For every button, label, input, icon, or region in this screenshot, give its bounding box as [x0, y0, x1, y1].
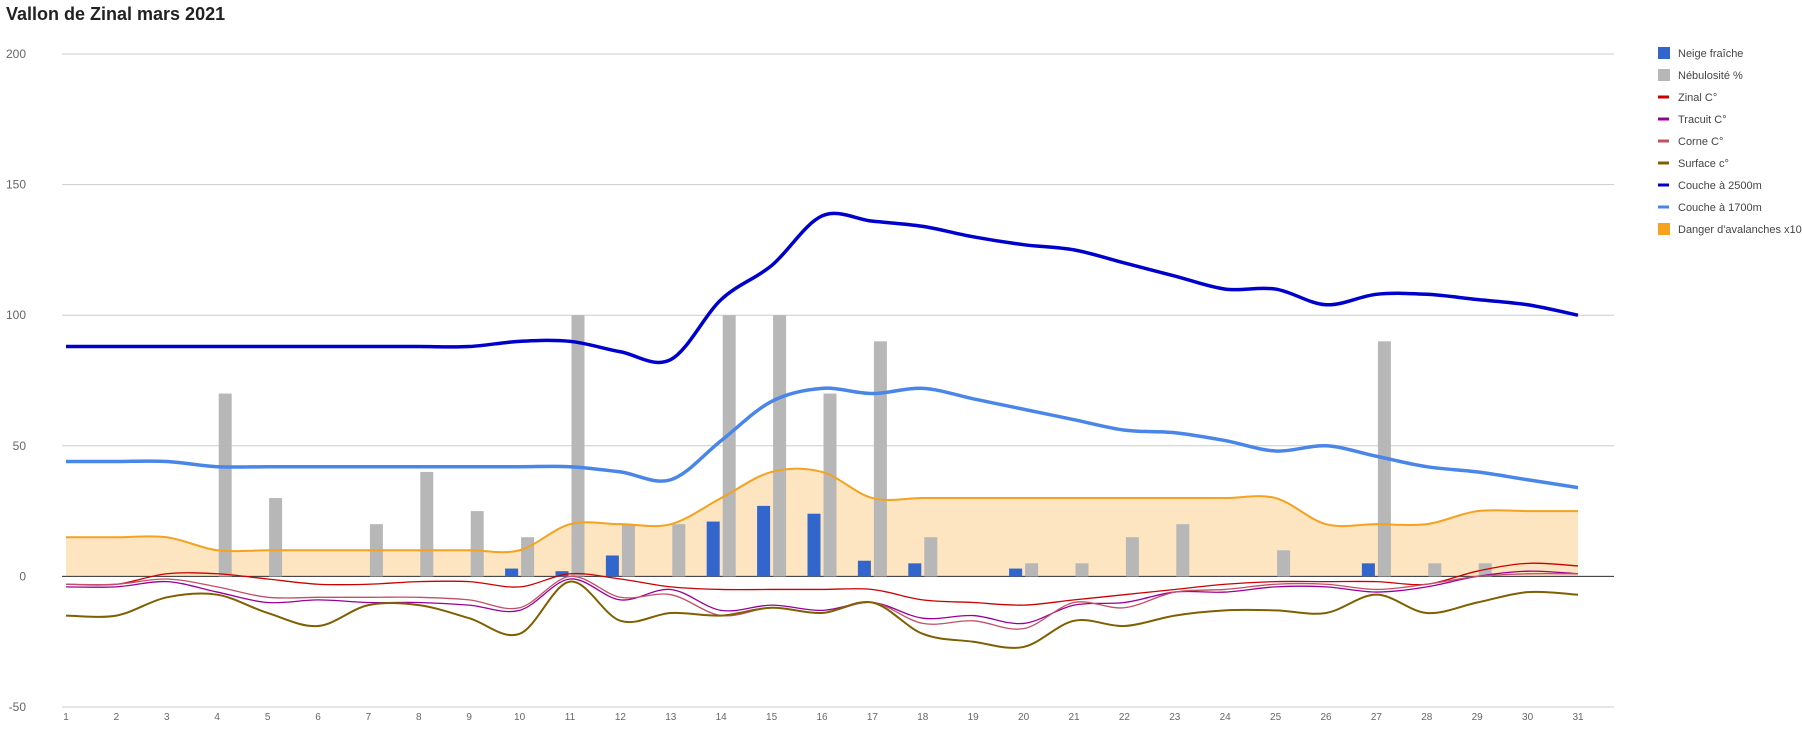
legend-label: Tracuit C°	[1678, 114, 1727, 126]
y-tick-label: 150	[6, 178, 26, 192]
x-tick-label: 8	[416, 712, 422, 723]
bar	[807, 513, 821, 577]
x-tick-label: 1	[63, 712, 69, 723]
legend-swatch	[1658, 223, 1670, 235]
bar	[1075, 563, 1089, 577]
x-tick-label: 10	[514, 712, 526, 723]
bar	[1277, 550, 1291, 577]
lines	[65, 211, 1579, 649]
bar	[1125, 537, 1139, 577]
bar	[521, 537, 535, 577]
bars	[218, 315, 1492, 577]
bar	[706, 521, 720, 577]
x-tick-label: 16	[816, 712, 828, 723]
bar	[672, 524, 686, 577]
x-tick-label: 14	[716, 712, 728, 723]
x-tick-label: 18	[917, 712, 929, 723]
x-tick-label: 30	[1522, 712, 1534, 723]
series-line-avalanche	[66, 467, 1578, 554]
x-tick-label: 3	[164, 712, 170, 723]
x-tick-label: 5	[265, 712, 271, 723]
series-line	[65, 570, 1579, 625]
area-layer	[66, 468, 1578, 577]
bar	[470, 511, 484, 577]
bar	[757, 505, 771, 577]
x-tick-label: 22	[1119, 712, 1131, 723]
bar	[555, 571, 569, 577]
x-tick-label: 4	[214, 712, 220, 723]
x-tick-label: 31	[1572, 712, 1584, 723]
x-tick-label: 25	[1270, 712, 1282, 723]
bar	[505, 568, 519, 577]
x-tick-label: 21	[1068, 712, 1080, 723]
bar	[1009, 568, 1023, 577]
legend-label: Couche à 1700m	[1678, 202, 1762, 214]
bar	[857, 560, 871, 577]
y-tick-label: 50	[13, 439, 27, 453]
bar	[1428, 563, 1442, 577]
area-fill-avalanche	[66, 468, 1578, 577]
legend-label: Danger d'avalanches x10	[1678, 224, 1802, 236]
bar	[823, 393, 837, 577]
x-tick-label: 6	[315, 712, 321, 723]
bar	[571, 315, 585, 577]
y-tick-label: -50	[9, 700, 27, 714]
series-line	[65, 562, 1579, 606]
bar	[908, 563, 922, 577]
bar	[269, 498, 283, 577]
x-tick-label: 9	[466, 712, 472, 723]
x-tick-label: 29	[1472, 712, 1484, 723]
x-tick-label: 13	[665, 712, 677, 723]
legend: Neige fraîche Nébulosité % Zinal C° Tracuit…	[1658, 47, 1802, 236]
x-tick-label: 23	[1169, 712, 1181, 723]
bar	[873, 341, 887, 577]
bar	[218, 393, 232, 577]
series-line	[66, 211, 1579, 365]
x-tick-label: 17	[867, 712, 879, 723]
y-tick-label: 0	[19, 569, 26, 583]
y-tick-label: 100	[6, 308, 26, 322]
legend-label: Neige fraîche	[1678, 48, 1743, 60]
legend-swatch	[1658, 69, 1670, 81]
bar	[1025, 563, 1039, 577]
bar	[773, 315, 787, 577]
legend-label: Zinal C°	[1678, 92, 1717, 104]
legend-label: Couche à 2500m	[1678, 180, 1762, 192]
x-tick-label: 2	[114, 712, 120, 723]
series-line	[65, 580, 1579, 649]
legend-label: Surface c°	[1678, 158, 1729, 170]
legend-label: Nébulosité %	[1678, 70, 1743, 82]
x-tick-label: 27	[1371, 712, 1383, 723]
series-line	[65, 386, 1579, 490]
x-tick-label: 15	[766, 712, 778, 723]
bar	[1361, 563, 1375, 577]
bar	[420, 471, 434, 577]
legend-label: Corne C°	[1678, 136, 1723, 148]
bar	[924, 537, 938, 577]
x-tick-label: 24	[1220, 712, 1232, 723]
bar	[621, 524, 635, 577]
bar	[605, 555, 619, 577]
bar	[722, 315, 736, 577]
legend-swatch	[1658, 47, 1670, 59]
x-tick-label: 20	[1018, 712, 1030, 723]
x-tick-label: 19	[968, 712, 980, 723]
x-tick-label: 12	[615, 712, 627, 723]
bar	[1176, 524, 1190, 577]
x-tick-label: 11	[565, 712, 576, 723]
chart-title: Vallon de Zinal mars 2021	[6, 4, 226, 24]
x-tick-label: 7	[366, 712, 372, 723]
x-tick-label: 26	[1320, 712, 1332, 723]
y-tick-label: 200	[6, 47, 26, 61]
x-tick-label: 28	[1421, 712, 1433, 723]
